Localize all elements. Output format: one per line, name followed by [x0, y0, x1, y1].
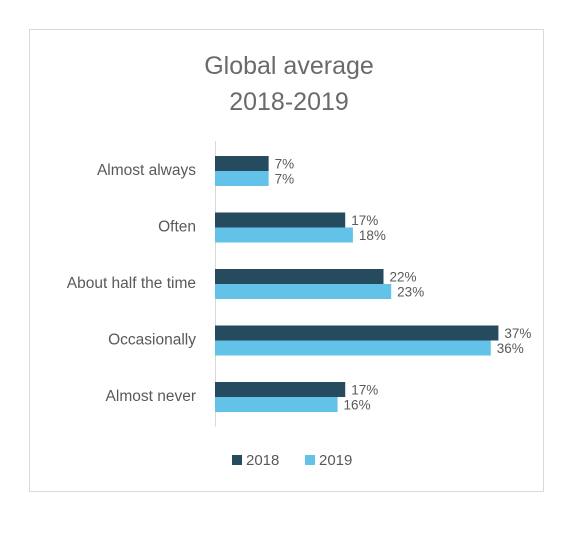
data-label-2019-almost-always: 7%: [275, 172, 295, 187]
bar-2019-occasionally: [215, 340, 491, 356]
category-label-almost-never: Almost never: [106, 388, 196, 405]
bar-2018-often: [215, 212, 346, 228]
category-label-almost-always: Almost always: [97, 162, 196, 179]
data-label-2018-often: 17%: [351, 213, 378, 228]
category-label-occasionally: Occasionally: [108, 332, 196, 349]
chart-subtitle: 2018-2019: [229, 88, 349, 116]
category-label-about-half-the-time: About half the time: [67, 275, 196, 292]
data-label-2019-often: 18%: [359, 228, 386, 243]
bar-2019-about-half-the-time: [215, 284, 392, 299]
data-label-2019-occasionally: 36%: [497, 341, 524, 356]
bar-2019-almost-never: [215, 397, 338, 412]
chart-title: Global average: [204, 52, 374, 80]
bar-2019-often: [215, 227, 353, 243]
chart-frame: [29, 29, 544, 492]
data-label-2018-occasionally: 37%: [504, 326, 531, 341]
legend-label-2019: 2019: [319, 452, 352, 469]
data-label-2019-almost-never: 16%: [344, 398, 371, 413]
data-label-2018-almost-always: 7%: [275, 157, 295, 172]
data-label-2019-about-half-the-time: 23%: [397, 285, 424, 300]
bar-2018-almost-never: [215, 382, 346, 397]
bar-2019-almost-always: [215, 171, 269, 186]
legend-swatch-2019: [305, 455, 315, 465]
data-label-2018-almost-never: 17%: [351, 383, 378, 398]
bar-2018-occasionally: [215, 325, 499, 341]
bar-2018-about-half-the-time: [215, 269, 384, 284]
data-label-2018-about-half-the-time: 22%: [390, 270, 417, 285]
bar-2018-almost-always: [215, 156, 269, 171]
legend-swatch-2018: [232, 455, 242, 465]
legend-label-2018: 2018: [246, 452, 279, 469]
category-label-often: Often: [158, 219, 196, 236]
